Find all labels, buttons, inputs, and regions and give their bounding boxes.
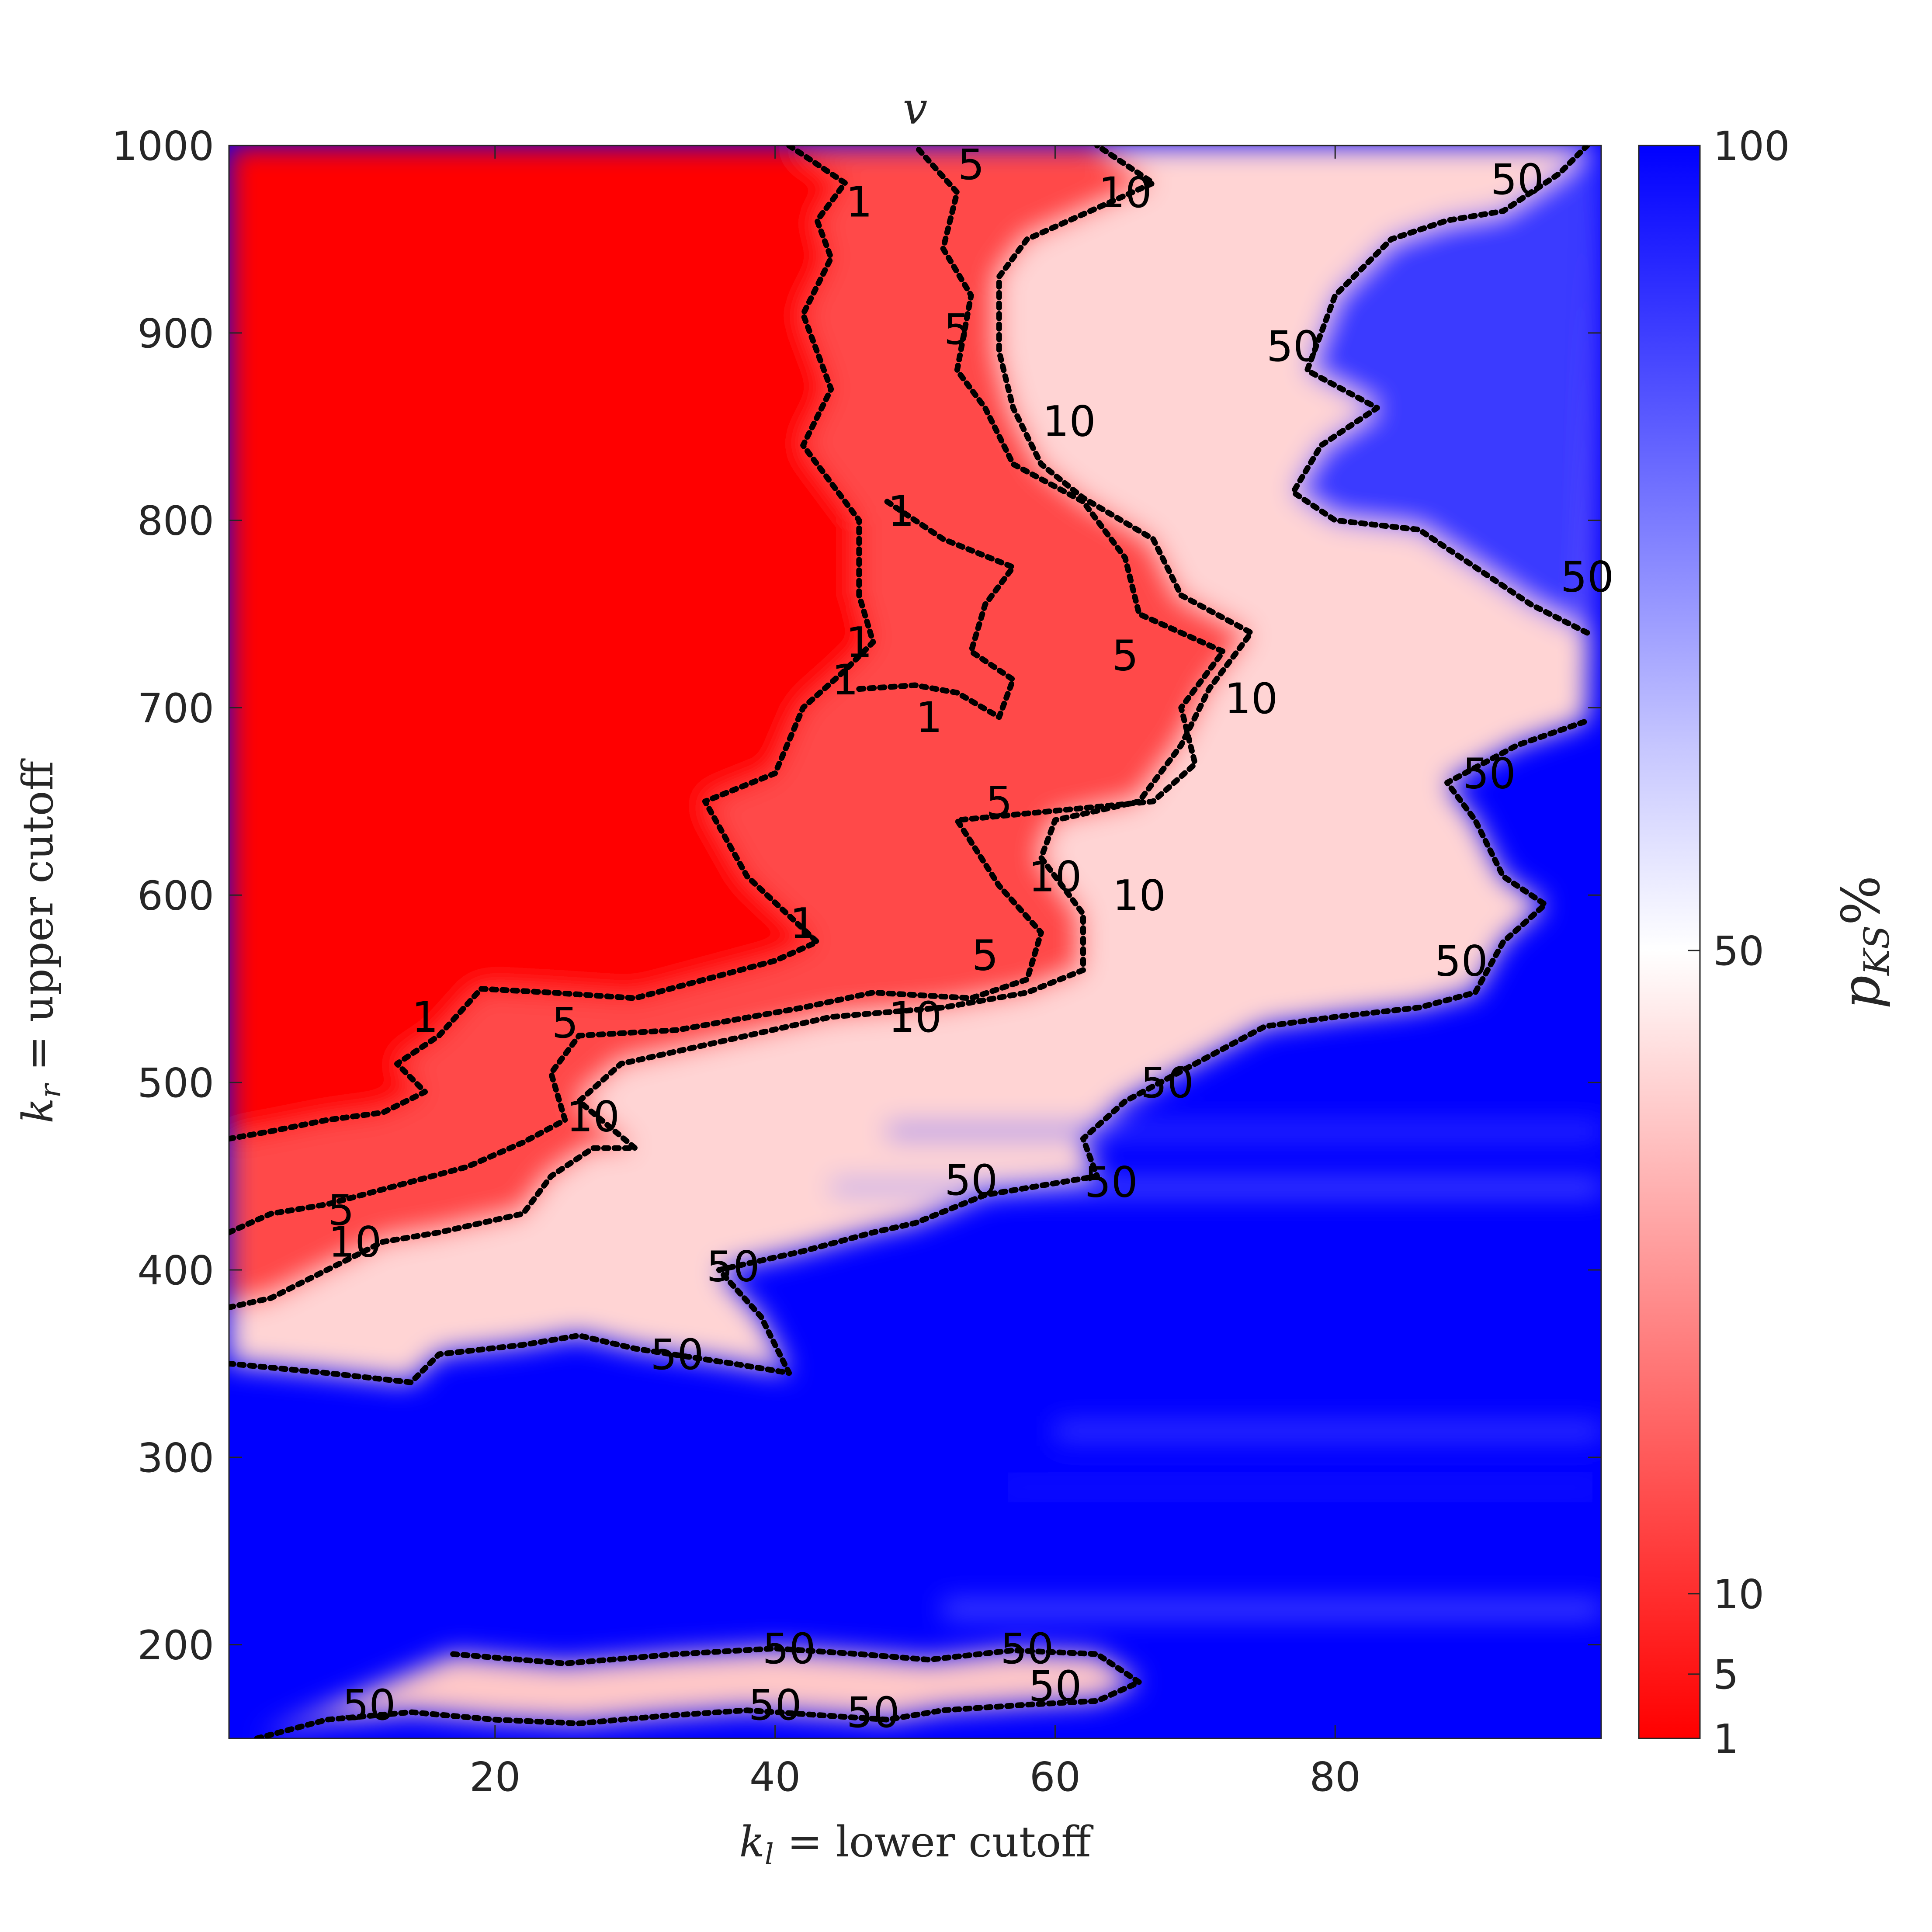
colorbar-ticks: 1 5 10 50 100 [1688, 123, 1790, 1762]
y-tick-label: 300 [137, 1435, 214, 1481]
y-tick-label: 200 [137, 1622, 214, 1669]
contour-label-1: 1 [888, 487, 914, 536]
colorbar-label-var: p [1831, 975, 1892, 1009]
contour-label-50: 50 [1084, 1158, 1138, 1207]
x-label-sub: l [765, 1838, 774, 1871]
contour-line-50 [229, 718, 1590, 1385]
colorbar-tick-label: 5 [1713, 1651, 1739, 1698]
colorbar-label-suffix: % [1831, 875, 1892, 925]
colorbar-tick-label: 1 [1713, 1716, 1739, 1762]
contour-label-10: 10 [1099, 168, 1152, 217]
contour-label-5: 5 [958, 140, 985, 189]
x-tick-label: 40 [749, 1754, 801, 1800]
y-axis: 200 300 400 500 600 700 800 900 1000 [112, 123, 1601, 1669]
colorbar-low-segment [1639, 950, 1700, 1738]
y-axis-label: kr = upper cutoff [14, 759, 67, 1124]
contour-label-1: 1 [846, 178, 872, 227]
contour-label-5: 5 [328, 1186, 354, 1235]
x-label-var: k [739, 1818, 765, 1866]
contour-label-50: 50 [763, 1624, 816, 1673]
contour-label-10: 10 [328, 1218, 382, 1267]
x-axis-label: kl = lower cutoff [739, 1818, 1094, 1871]
contour-label-10: 10 [888, 993, 942, 1042]
contour-label-50: 50 [1266, 322, 1320, 371]
contour-line-10 [229, 146, 1254, 1311]
colorbar-tick-label: 100 [1713, 123, 1790, 170]
y-label-var: k [14, 1098, 62, 1123]
contour-line-50 [1290, 146, 1590, 636]
contour-label-50: 50 [1463, 749, 1516, 798]
contour-label-10: 10 [1113, 871, 1166, 920]
contour-label-50: 50 [749, 1681, 802, 1730]
x-tick-label: 60 [1030, 1754, 1081, 1800]
y-tick-label: 500 [137, 1060, 214, 1106]
x-axis: 20 40 60 80 [469, 146, 1361, 1800]
contour-label-50: 50 [1435, 937, 1488, 985]
contour-label-50: 50 [1491, 155, 1544, 204]
region-upper-blue [1293, 146, 1601, 633]
plot-area [229, 146, 1601, 1738]
contour-label-5: 5 [552, 999, 578, 1048]
y-tick-label: 900 [137, 310, 214, 357]
colorbar: 1 5 10 50 100 [1638, 123, 1790, 1762]
contour-line-5 [229, 146, 1226, 1235]
contour-line-1 [856, 499, 1016, 720]
contour-label-50: 50 [1028, 1662, 1082, 1711]
colorbar-tick-label: 50 [1713, 928, 1764, 975]
contour-label-10: 10 [1224, 674, 1278, 723]
contour-label-50: 50 [846, 1688, 900, 1737]
contour-label-10: 10 [1042, 397, 1096, 446]
contour-label-50: 50 [650, 1330, 704, 1379]
x-tick-label: 20 [469, 1754, 520, 1800]
streak-band [887, 1124, 1601, 1139]
x-tick-label: 80 [1310, 1754, 1361, 1800]
y-tick-label: 600 [137, 872, 214, 919]
streak-band [943, 1601, 1601, 1617]
contour-label-1: 1 [832, 656, 858, 704]
y-label-text: = upper cutoff [14, 759, 62, 1084]
chart-title: v [903, 83, 928, 134]
contour-label-1: 1 [916, 693, 943, 742]
contour-label-1: 1 [790, 899, 816, 948]
streak-band [831, 1180, 1601, 1195]
region-low-red [229, 146, 873, 1139]
contour-label-50: 50 [1561, 552, 1614, 601]
y-tick-label: 1000 [112, 123, 214, 170]
contour-label-5: 5 [972, 931, 999, 980]
heat-field [229, 146, 1601, 1738]
colorbar-frame [1638, 145, 1701, 1739]
colorbar-label: pKS% [1831, 875, 1897, 1009]
x-label-text: = lower cutoff [774, 1818, 1093, 1866]
contour-label-50: 50 [1000, 1624, 1054, 1673]
plot-frame [228, 145, 1602, 1739]
contour-line-1 [229, 146, 876, 1142]
contour-label-10: 10 [1028, 852, 1082, 901]
contour-label-10: 10 [566, 1092, 620, 1141]
contour-label-50: 50 [706, 1242, 760, 1291]
streak-band [999, 1480, 1601, 1495]
contour-label-5: 5 [944, 305, 971, 354]
contour-label-50: 50 [944, 1156, 998, 1205]
contour-label-1: 1 [412, 993, 438, 1042]
y-label-sub: r [34, 1082, 67, 1098]
colorbar-label-sub: KS [1856, 925, 1897, 976]
colorbar-high-segment [1639, 146, 1700, 951]
contour-label-50: 50 [342, 1681, 395, 1730]
y-tick-label: 800 [137, 498, 214, 545]
y-tick-label: 700 [137, 685, 214, 732]
contour-line-50 [254, 1645, 1142, 1738]
contour-label-1: 1 [846, 618, 872, 667]
contour-label-5: 5 [1112, 631, 1138, 680]
contour-label-5: 5 [986, 777, 1013, 826]
contour-label-50: 50 [1141, 1058, 1194, 1107]
y-tick-label: 400 [137, 1247, 214, 1294]
colorbar-tick-label: 10 [1713, 1571, 1764, 1618]
streak-band [1055, 1423, 1601, 1439]
contour-layer [229, 146, 1590, 1738]
